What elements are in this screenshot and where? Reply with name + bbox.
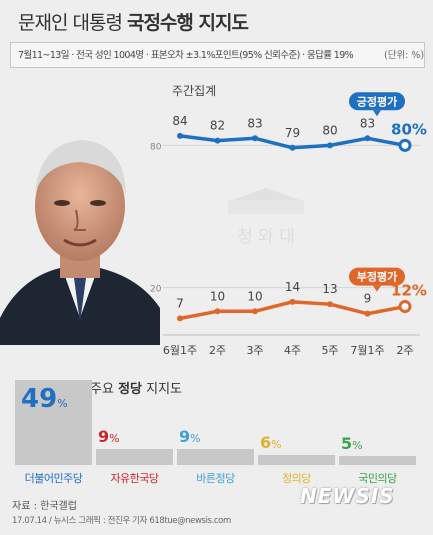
data-label: 83 [247,116,262,130]
legend-positive: 긍정평가 [349,92,405,117]
data-label: 9 [364,292,372,306]
party-bar [96,449,173,465]
party-value-label: 9% [179,427,201,447]
party-bar [177,449,254,465]
party-value-label: 5% [341,434,363,454]
newsis-logo: NEWSIS [300,484,395,508]
data-label: 79 [285,126,300,140]
data-label-last: 12% [391,282,427,300]
page-title: 문재인 대통령 국정수행 지지도 [18,12,249,34]
data-point [214,308,221,315]
party-value-label: 6% [260,432,282,452]
data-label: 13 [322,282,337,296]
legend-label: 부정평가 [357,270,397,284]
x-tick-label: 6월1주 [163,344,197,357]
data-label: 10 [247,289,262,303]
data-point [252,135,258,142]
legend-pointer [373,110,381,117]
weekly-label: 주간집계 [172,84,217,98]
data-point [398,300,412,314]
data-point [289,298,296,305]
party-name-label: 국민의당 [358,472,397,485]
x-tick-label: 3주 [246,344,263,357]
x-tick-label: 4주 [284,344,301,357]
data-label: 84 [172,114,187,128]
data-label: 82 [210,119,225,133]
data-point [214,137,221,144]
data-label: 7 [176,296,184,310]
data-point [177,132,183,139]
y-tick-label: 20 [150,285,162,295]
party-bar [258,454,335,465]
party-section-title: 주요 정당 지지도 [90,382,183,397]
survey-info-box [10,42,425,68]
x-tick-label: 7월1주 [350,344,384,357]
party-name-label: 자유한국당 [110,472,159,485]
y-tick-label: 80 [150,142,162,152]
x-tick-label: 2주 [396,344,413,357]
party-bar [15,380,92,465]
credit-label: 17.07.14 / 뉴시스 그래픽 : 전진우 기자 618tue@newsi… [12,516,231,526]
data-label-last: 80% [391,120,427,138]
data-point [177,315,183,322]
party-value-label: 49% [21,384,68,414]
party-value-label: 9% [98,427,120,447]
legend-pill [349,267,405,286]
party-bar [339,456,416,465]
party-name-label: 더불어민주당 [24,472,83,485]
x-axis-labels: 6월1주 2주 3주 4주 5주 7월1주 2주 [163,344,414,357]
data-point [327,142,333,149]
source-label: 자료 : 한국갤럽 [12,501,77,512]
data-point [398,138,412,152]
data-label: 83 [360,116,375,130]
series-positive: 84 82 83 79 80 83 80% 긍정평가 [172,92,427,152]
watermark-text: 청 와 대 [237,227,295,247]
party-name-label: 바른정당 [196,472,235,485]
data-label: 80 [322,123,337,137]
data-point [327,301,333,308]
survey-info: 7월11~13일 · 전국 성인 1004명 · 표본오차 ±3.1%포인트(9… [18,50,354,61]
data-point [364,135,371,142]
y-axis-ticks: 80 20 [150,142,162,294]
data-point [289,144,296,151]
watermark: 청 와 대 [228,188,304,247]
data-label: 14 [285,280,300,294]
legend-negative: 부정평가 [349,267,405,292]
series-negative: 7 10 10 14 13 9 12%부정평가 [176,267,427,322]
series-layer: 84 82 83 79 80 83 80% 긍정평가 7 10 10 14 13 9 12%부정평가 [172,92,427,322]
x-tick-label: 2주 [209,344,226,357]
data-point [364,310,371,317]
unit-label: (단위: %) [384,50,425,61]
legend-pill [349,92,405,111]
legend-label: 긍정평가 [357,94,397,108]
data-label: 10 [210,289,225,303]
data-point [252,308,258,315]
president-portrait [0,118,160,345]
x-tick-label: 5주 [321,344,338,357]
party-name-label: 정의당 [282,472,311,485]
legend-pointer [373,285,381,292]
